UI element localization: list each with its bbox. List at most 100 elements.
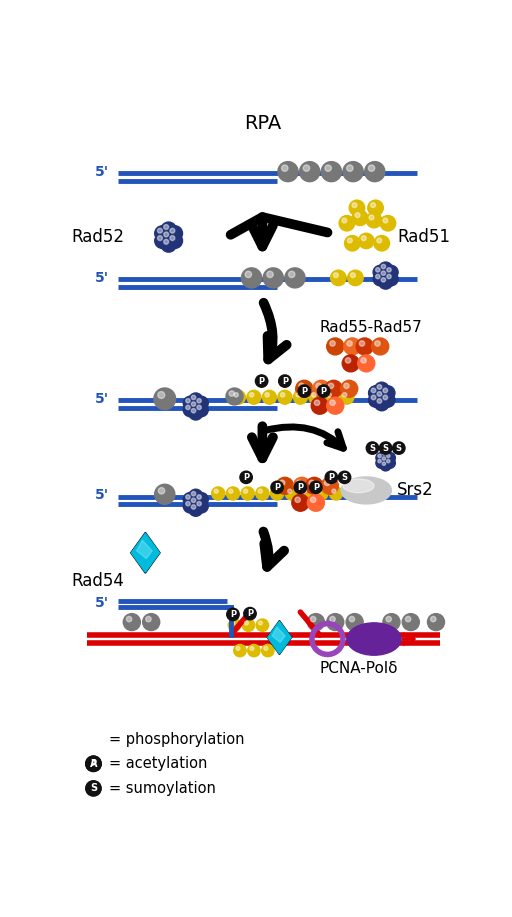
Circle shape: [214, 489, 218, 493]
Circle shape: [327, 397, 344, 414]
Circle shape: [359, 341, 365, 347]
Circle shape: [295, 497, 301, 503]
Circle shape: [271, 481, 283, 493]
Circle shape: [377, 238, 382, 243]
Circle shape: [230, 621, 234, 625]
Circle shape: [245, 621, 248, 625]
Circle shape: [380, 215, 396, 231]
Circle shape: [330, 616, 335, 622]
Circle shape: [293, 391, 307, 404]
Circle shape: [86, 757, 101, 771]
Circle shape: [86, 780, 101, 796]
Circle shape: [231, 391, 245, 404]
Circle shape: [264, 646, 268, 650]
Text: P: P: [243, 473, 249, 481]
Circle shape: [183, 403, 197, 416]
Circle shape: [376, 452, 387, 463]
Text: P: P: [321, 387, 327, 395]
Circle shape: [347, 165, 353, 171]
Circle shape: [300, 161, 320, 182]
Circle shape: [126, 616, 132, 622]
Circle shape: [383, 388, 388, 392]
Circle shape: [382, 457, 386, 460]
Circle shape: [352, 210, 368, 226]
Circle shape: [255, 375, 268, 387]
Circle shape: [281, 392, 285, 397]
Circle shape: [248, 645, 260, 657]
Circle shape: [378, 459, 381, 463]
Circle shape: [344, 383, 349, 389]
Circle shape: [195, 403, 208, 416]
Circle shape: [247, 391, 261, 404]
Circle shape: [229, 489, 233, 493]
Circle shape: [195, 499, 208, 513]
Circle shape: [361, 358, 366, 363]
Circle shape: [211, 487, 225, 500]
Circle shape: [374, 396, 389, 411]
Circle shape: [325, 471, 337, 483]
Text: P: P: [301, 387, 307, 395]
Text: 5': 5': [95, 392, 109, 406]
Circle shape: [258, 489, 263, 493]
Circle shape: [387, 268, 391, 272]
Circle shape: [325, 381, 342, 397]
Ellipse shape: [341, 477, 392, 504]
Circle shape: [267, 271, 273, 278]
Circle shape: [306, 478, 323, 494]
Circle shape: [164, 239, 168, 244]
Circle shape: [366, 442, 379, 454]
Circle shape: [158, 228, 162, 233]
Circle shape: [195, 396, 208, 410]
Circle shape: [234, 392, 239, 397]
Text: 5': 5': [95, 165, 109, 179]
Circle shape: [431, 616, 436, 622]
Circle shape: [347, 238, 352, 243]
Circle shape: [356, 338, 373, 355]
Circle shape: [358, 233, 374, 249]
Circle shape: [382, 452, 386, 455]
Circle shape: [402, 613, 419, 631]
Circle shape: [380, 455, 391, 466]
Text: = sumoylation: = sumoylation: [109, 781, 216, 796]
Polygon shape: [137, 540, 152, 558]
Circle shape: [311, 397, 328, 414]
Circle shape: [386, 616, 392, 622]
Circle shape: [242, 619, 254, 631]
Text: P: P: [230, 610, 236, 619]
Circle shape: [191, 402, 196, 406]
Circle shape: [186, 495, 190, 499]
Circle shape: [189, 406, 203, 420]
Circle shape: [343, 392, 347, 397]
Text: = acetylation: = acetylation: [109, 757, 207, 771]
Circle shape: [155, 226, 170, 241]
Text: 5': 5': [95, 271, 109, 285]
Circle shape: [348, 271, 363, 285]
Circle shape: [322, 161, 342, 182]
Circle shape: [316, 383, 322, 389]
Circle shape: [309, 481, 314, 485]
Circle shape: [244, 489, 248, 493]
Text: P: P: [91, 759, 97, 768]
Circle shape: [369, 386, 383, 400]
Circle shape: [376, 268, 380, 272]
Text: P: P: [297, 483, 304, 492]
Circle shape: [355, 213, 360, 217]
Circle shape: [158, 488, 165, 494]
Circle shape: [349, 616, 355, 622]
Circle shape: [161, 222, 176, 238]
Circle shape: [296, 481, 302, 485]
Circle shape: [371, 395, 376, 400]
Circle shape: [170, 236, 175, 240]
Circle shape: [322, 478, 338, 494]
Circle shape: [259, 621, 262, 625]
Circle shape: [379, 275, 393, 289]
Circle shape: [143, 613, 160, 631]
Circle shape: [226, 388, 243, 405]
Circle shape: [303, 489, 307, 493]
Text: P: P: [313, 483, 319, 492]
Circle shape: [183, 492, 197, 506]
Circle shape: [189, 489, 203, 503]
Circle shape: [329, 487, 343, 500]
Text: Rad54: Rad54: [72, 572, 124, 591]
Text: S: S: [342, 473, 348, 481]
